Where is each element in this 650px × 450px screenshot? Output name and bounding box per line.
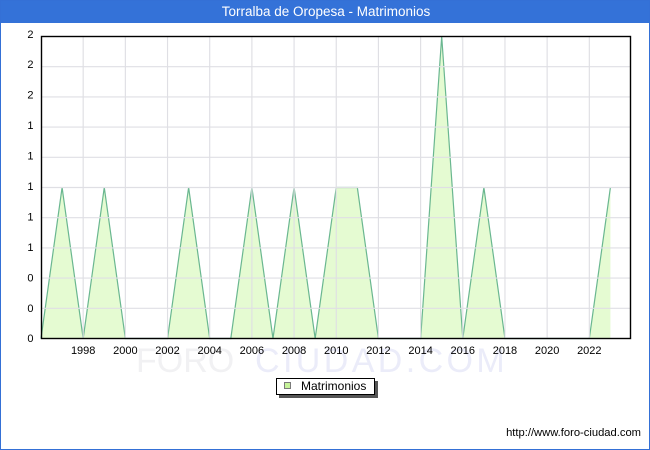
- svg-text:1: 1: [27, 181, 33, 193]
- svg-text:1: 1: [27, 242, 33, 254]
- svg-text:0: 0: [27, 272, 33, 284]
- svg-text:1998: 1998: [71, 345, 95, 357]
- svg-text:0: 0: [27, 333, 33, 345]
- svg-text:2: 2: [27, 29, 33, 41]
- svg-text:2008: 2008: [282, 345, 306, 357]
- svg-text:2018: 2018: [493, 345, 517, 357]
- svg-text:2016: 2016: [451, 345, 475, 357]
- svg-text:2022: 2022: [577, 345, 601, 357]
- svg-text:2012: 2012: [366, 345, 390, 357]
- svg-text:2: 2: [27, 90, 33, 102]
- svg-text:2020: 2020: [535, 345, 559, 357]
- svg-text:0: 0: [27, 303, 33, 315]
- svg-text:2006: 2006: [240, 345, 264, 357]
- svg-text:2014: 2014: [408, 345, 432, 357]
- svg-text:2010: 2010: [324, 345, 348, 357]
- svg-text:1: 1: [27, 151, 33, 163]
- svg-text:1: 1: [27, 211, 33, 223]
- svg-text:2002: 2002: [155, 345, 179, 357]
- svg-text:2: 2: [27, 59, 33, 71]
- svg-text:1: 1: [27, 120, 33, 132]
- svg-text:2004: 2004: [197, 345, 221, 357]
- svg-text:2000: 2000: [113, 345, 137, 357]
